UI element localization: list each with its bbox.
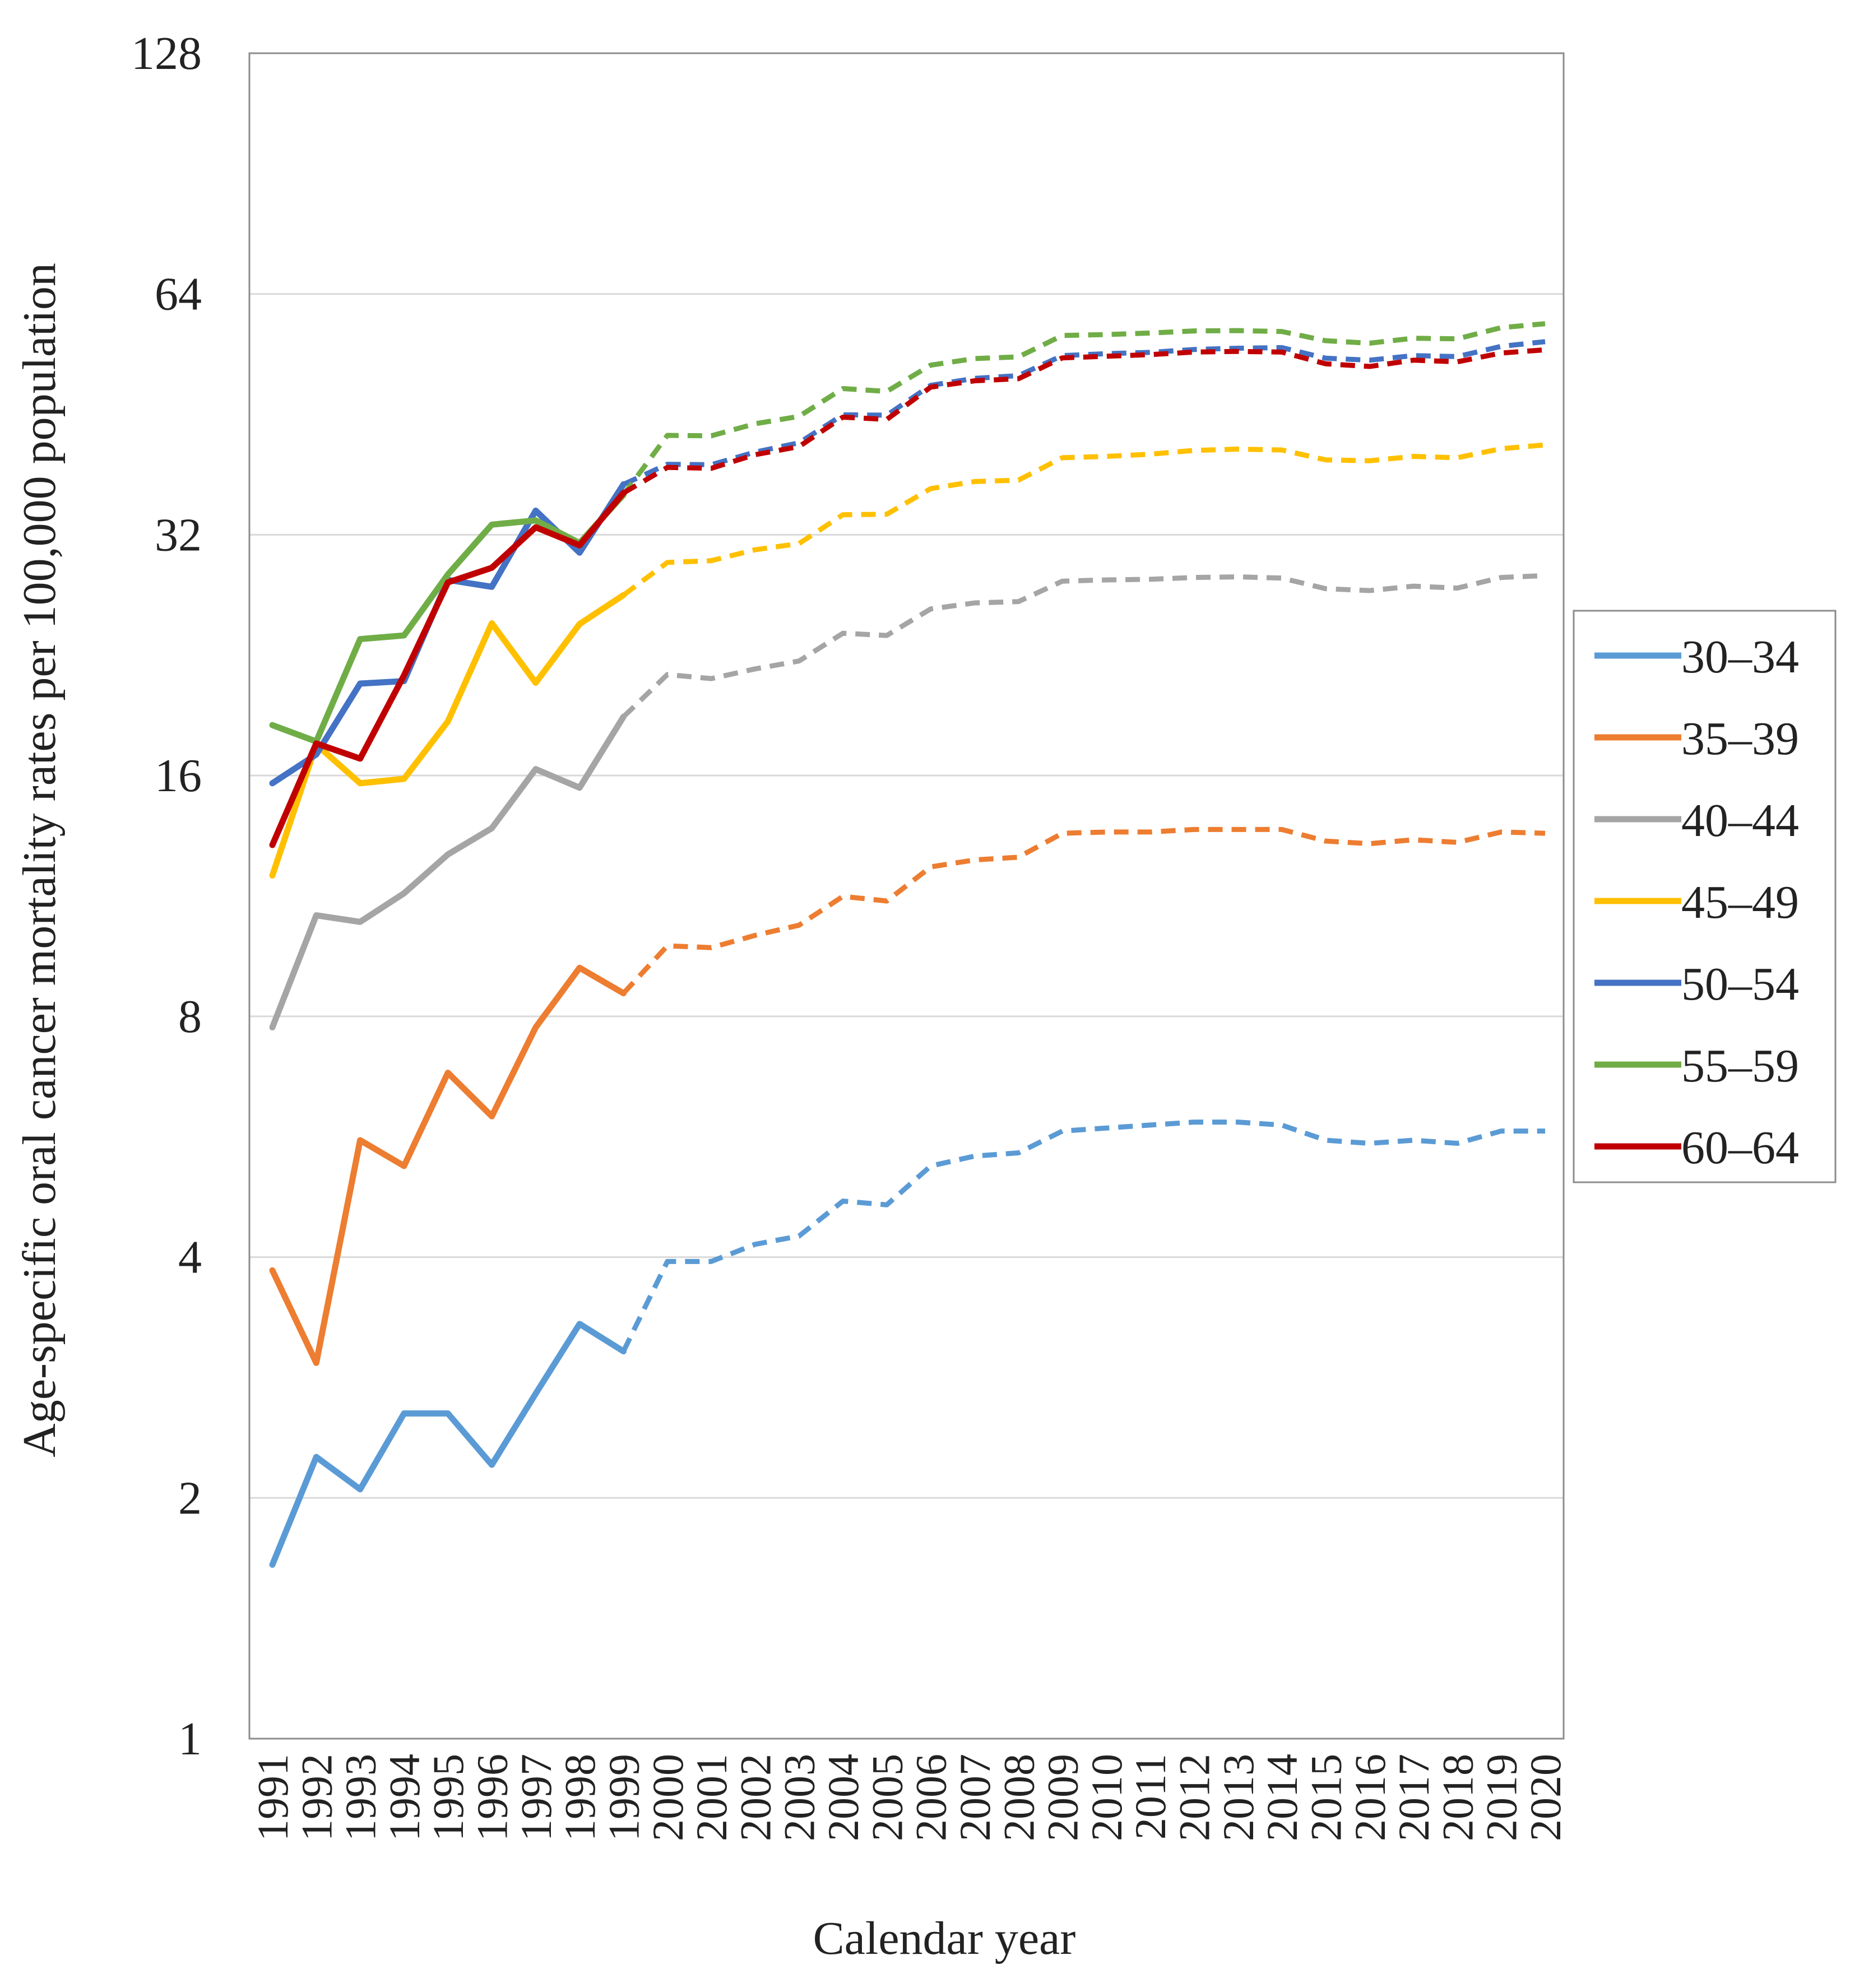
x-tick-label: 2005 [863,1754,911,1841]
series-line-30-34-observed [269,1321,627,1568]
legend: 30–34 35–39 40–44 45–49 50–54 55–59 60–64 [1573,610,1837,1183]
y-tick-label: 64 [155,268,202,321]
x-tick-label: 2004 [819,1754,868,1841]
x-tick-label: 2000 [643,1754,692,1841]
legend-label-55-59: 55–59 [1681,1040,1799,1092]
y-axis-ticks: 1 2 4 8 16 32 64 128 [131,27,202,1765]
series-line-60-64-observed [269,490,627,848]
x-tick-label: 2016 [1346,1754,1394,1841]
y-tick-label: 128 [131,27,202,80]
gridlines [249,293,1564,1499]
series-line-45-49-observed [269,592,627,879]
x-tick-label: 1996 [468,1754,517,1841]
x-tick-label: 2001 [687,1754,736,1841]
series-line-35-39-projected [622,826,1546,995]
y-tick-label: 32 [155,509,202,561]
legend-label-35-39: 35–39 [1681,713,1799,765]
series-line-50-54-projected [622,339,1546,487]
x-tick-label: 2013 [1214,1754,1263,1841]
x-tick-label: 1999 [599,1754,648,1841]
series-line-30-34-projected [621,1120,1545,1353]
x-tick-label: 2007 [950,1754,999,1841]
legend-label-30-34: 30–34 [1681,631,1799,683]
x-tick-label: 2006 [907,1754,956,1841]
x-tick-label: 2011 [1126,1754,1175,1840]
x-tick-label: 1997 [512,1754,560,1841]
legend-box [1573,610,1837,1183]
x-tick-label: 2003 [775,1754,824,1841]
y-tick-label: 4 [178,1232,202,1284]
legend-label-40-44: 40–44 [1681,795,1799,847]
x-tick-label: 1992 [292,1754,341,1841]
x-tick-label: 1991 [248,1754,297,1841]
x-tick-label: 2020 [1521,1754,1570,1841]
series-line-40-44-projected [622,573,1546,719]
x-tick-label: 2010 [1082,1754,1131,1841]
y-tick-label: 1 [178,1713,202,1765]
x-axis-title: Calendar year [813,1912,1076,1964]
x-tick-label: 2012 [1170,1754,1219,1841]
x-tick-label: 2017 [1389,1754,1438,1841]
x-tick-label: 2019 [1477,1754,1526,1841]
y-tick-label: 2 [178,1472,202,1524]
x-tick-label: 2002 [731,1754,780,1841]
legend-label-60-64: 60–64 [1681,1122,1799,1174]
plot-area-frame [248,52,1565,1740]
y-tick-label: 16 [155,750,202,802]
series-line-40-44-observed [269,713,627,1031]
x-tick-label: 1998 [555,1754,604,1841]
legend-label-45-49: 45–49 [1681,876,1799,928]
series-line-55-59-observed [269,491,627,745]
x-tick-label: 1995 [424,1754,472,1841]
x-tick-label: 2008 [994,1754,1043,1841]
x-tick-label: 2014 [1258,1754,1306,1841]
x-axis-ticks: 1991199219931994199519961997199819992000… [248,1754,1570,1841]
series-line-60-64-projected [622,347,1546,495]
series-line-55-59-projected [621,321,1546,496]
y-tick-label: 8 [178,991,202,1043]
series-line-35-39-observed [269,964,627,1366]
y-axis-title: Age-specific oral cancer mortality rates… [13,263,66,1457]
x-tick-label: 1993 [336,1754,385,1841]
series-line-45-49-projected [622,442,1546,597]
series-lines [269,321,1546,1568]
x-tick-label: 2009 [1038,1754,1087,1841]
x-tick-label: 2015 [1301,1754,1350,1841]
x-tick-label: 2018 [1433,1754,1482,1841]
x-tick-label: 1994 [380,1754,429,1841]
legend-label-50-54: 50–54 [1681,958,1799,1010]
